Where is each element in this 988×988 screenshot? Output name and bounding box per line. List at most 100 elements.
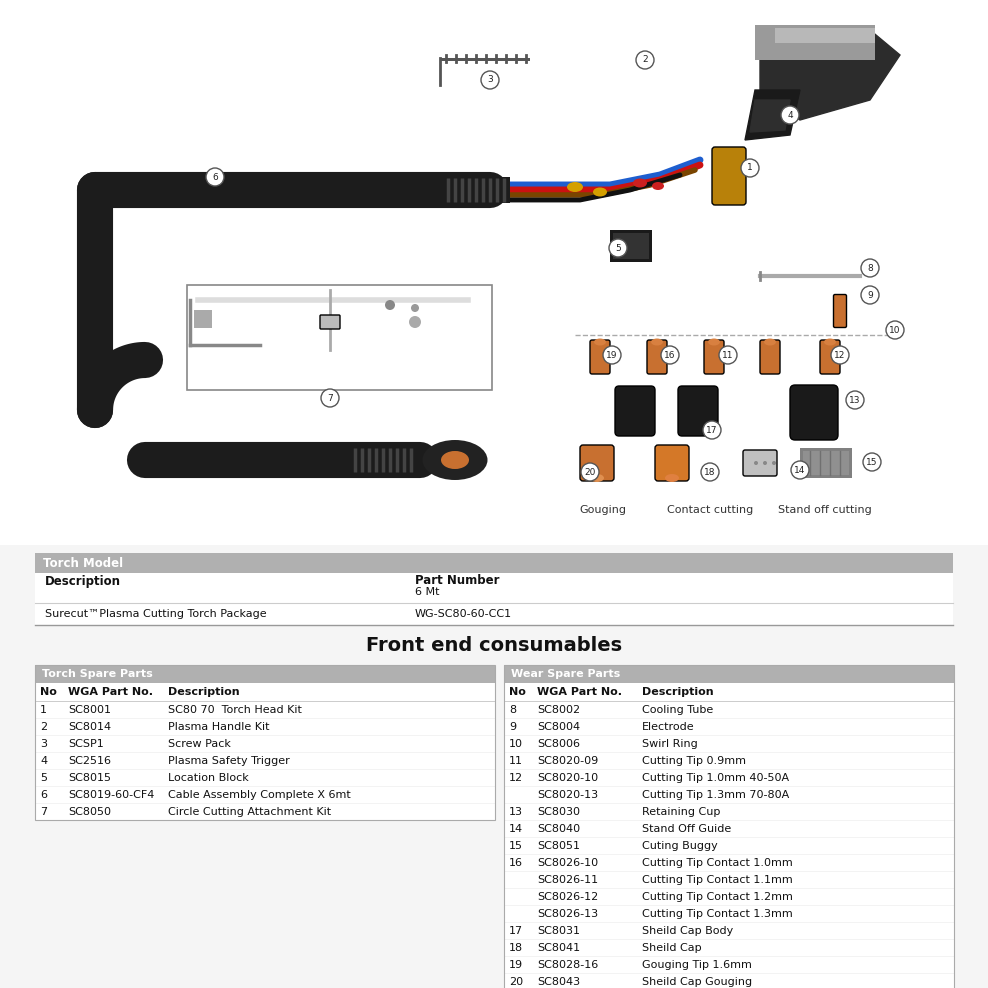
Circle shape [886, 321, 904, 339]
Text: 15: 15 [866, 457, 877, 466]
Circle shape [409, 316, 421, 328]
Bar [610, 230, 652, 262]
Bar [35, 752, 495, 769]
Text: SC8014: SC8014 [68, 721, 111, 731]
Circle shape [861, 259, 879, 277]
Text: 16: 16 [509, 858, 523, 867]
Bar [504, 888, 954, 905]
Text: 3: 3 [40, 738, 47, 749]
Bar [504, 665, 954, 988]
Bar [504, 752, 954, 769]
Ellipse shape [652, 182, 664, 190]
Circle shape [385, 300, 395, 310]
Text: 5: 5 [616, 243, 620, 253]
Circle shape [763, 461, 767, 465]
Text: 1: 1 [40, 704, 47, 714]
Circle shape [603, 346, 621, 364]
Ellipse shape [653, 340, 661, 345]
Text: SC8001: SC8001 [68, 704, 111, 714]
Bar [440, 58, 530, 61]
Bar [35, 735, 495, 752]
Ellipse shape [764, 339, 776, 346]
Text: 7: 7 [327, 393, 333, 402]
FancyBboxPatch shape [834, 294, 847, 327]
Text: SC8041: SC8041 [537, 943, 580, 952]
Text: Contact cutting: Contact cutting [667, 505, 753, 515]
Ellipse shape [567, 182, 583, 192]
Text: 19: 19 [607, 351, 618, 360]
Text: SC8020-13: SC8020-13 [537, 789, 598, 799]
Text: 2: 2 [642, 55, 648, 64]
Circle shape [781, 106, 799, 124]
Bar [504, 905, 954, 922]
Text: SC8030: SC8030 [537, 806, 580, 816]
Bar [35, 718, 495, 735]
Text: Torch Spare Parts: Torch Spare Parts [42, 669, 153, 679]
Bar [504, 701, 954, 718]
Text: Gouging: Gouging [580, 505, 626, 515]
Text: 6 Mt: 6 Mt [415, 587, 440, 597]
Ellipse shape [590, 474, 604, 482]
Bar [800, 448, 852, 478]
Ellipse shape [708, 339, 720, 346]
Ellipse shape [441, 451, 469, 469]
Bar [504, 820, 954, 837]
Bar [194, 310, 212, 328]
Text: 9: 9 [509, 721, 516, 731]
Text: Cutting Tip 1.0mm 40-50A: Cutting Tip 1.0mm 40-50A [642, 773, 789, 782]
Text: SC8051: SC8051 [537, 841, 580, 851]
Text: Cooling Tube: Cooling Tube [642, 704, 713, 714]
Ellipse shape [824, 339, 836, 346]
Text: Description: Description [168, 687, 240, 697]
FancyBboxPatch shape [655, 445, 689, 481]
Circle shape [741, 159, 759, 177]
Bar [504, 683, 954, 701]
Bar [504, 786, 954, 803]
Text: Surecut™Plasma Cutting Torch Package: Surecut™Plasma Cutting Torch Package [45, 609, 267, 619]
Text: 6: 6 [40, 789, 47, 799]
Bar [803, 451, 849, 475]
Circle shape [719, 346, 737, 364]
Circle shape [481, 71, 499, 89]
Text: 10: 10 [509, 738, 523, 749]
Text: Sheild Cap Body: Sheild Cap Body [642, 926, 733, 936]
Text: 17: 17 [706, 426, 717, 435]
Text: 13: 13 [509, 806, 523, 816]
Circle shape [636, 51, 654, 69]
Text: SC8015: SC8015 [68, 773, 111, 782]
Circle shape [861, 286, 879, 304]
Circle shape [661, 346, 679, 364]
Ellipse shape [651, 339, 663, 346]
Text: Cutting Tip Contact 1.0mm: Cutting Tip Contact 1.0mm [642, 858, 792, 867]
Text: SC8028-16: SC8028-16 [537, 959, 599, 969]
Circle shape [411, 304, 419, 312]
Circle shape [863, 453, 881, 471]
Circle shape [846, 391, 864, 409]
Text: Front end consumables: Front end consumables [366, 635, 622, 654]
Text: SC2516: SC2516 [68, 756, 111, 766]
FancyBboxPatch shape [704, 340, 724, 374]
Text: 10: 10 [889, 325, 901, 335]
Ellipse shape [633, 179, 647, 188]
Text: SC8026-11: SC8026-11 [537, 874, 598, 884]
Text: Cuting Buggy: Cuting Buggy [642, 841, 717, 851]
Text: 4: 4 [787, 111, 792, 120]
Text: Plasma Safety Trigger: Plasma Safety Trigger [168, 756, 289, 766]
Circle shape [831, 346, 849, 364]
Circle shape [791, 461, 809, 479]
Circle shape [772, 461, 776, 465]
Bar [504, 665, 954, 683]
Bar [0, 545, 988, 988]
Bar [35, 701, 495, 718]
FancyBboxPatch shape [743, 450, 777, 476]
Text: SC8019-60-CF4: SC8019-60-CF4 [68, 789, 154, 799]
Text: 14: 14 [794, 465, 805, 474]
FancyBboxPatch shape [820, 340, 840, 374]
Text: 18: 18 [704, 467, 715, 476]
Text: 8: 8 [867, 264, 872, 273]
Text: 11: 11 [722, 351, 734, 360]
Bar [504, 973, 954, 988]
Text: SC8004: SC8004 [537, 721, 580, 731]
FancyBboxPatch shape [647, 340, 667, 374]
Text: SC8050: SC8050 [68, 806, 111, 816]
